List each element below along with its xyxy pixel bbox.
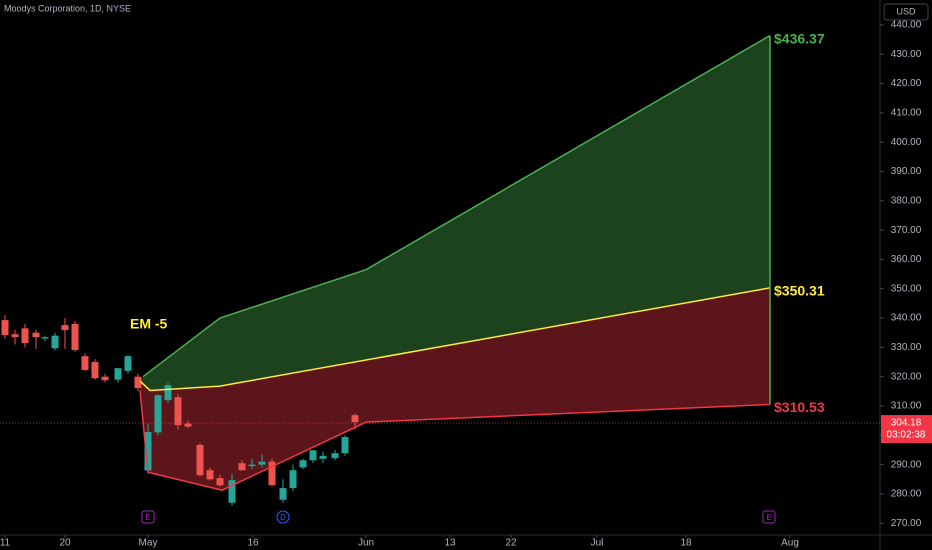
candle-body (341, 437, 349, 454)
y-tick-label: 380.00 (891, 195, 922, 206)
y-tick-label: 290.00 (891, 459, 922, 470)
candle-body (184, 423, 192, 427)
chart-title: Moodys Corporation, 1D, NYSE (4, 3, 131, 13)
y-tick-label: 420.00 (891, 78, 922, 89)
candle-body (248, 464, 256, 467)
y-tick-label: 400.00 (891, 137, 922, 148)
x-tick-label: 20 (59, 538, 71, 549)
y-tick-label: 390.00 (891, 166, 922, 177)
last-price-box (881, 415, 932, 444)
lower-line (139, 390, 771, 491)
candle-body (289, 470, 297, 489)
y-tick-label: 340.00 (891, 313, 922, 324)
candle-body (238, 463, 246, 471)
candle-body (124, 356, 132, 371)
y-tick-label: 370.00 (891, 225, 922, 236)
candle-body (309, 450, 317, 461)
candle-body (228, 480, 236, 503)
x-tick-label: 16 (247, 538, 259, 549)
candle-body (61, 325, 69, 331)
event-marker (276, 510, 290, 524)
middle-line (139, 287, 771, 392)
candle-body (258, 461, 266, 465)
y-tick-label: 280.00 (891, 489, 922, 500)
event-marker (762, 510, 776, 524)
candle-body (51, 335, 59, 349)
x-tick-label: 22 (505, 538, 517, 549)
candle-body (206, 470, 214, 480)
upper-band-fill (140, 35, 770, 391)
candle-body (154, 395, 162, 433)
candle-body (299, 460, 307, 468)
candle-body (319, 455, 327, 459)
event-label: D (280, 513, 286, 522)
candle-body (91, 362, 99, 379)
candle-body (71, 323, 79, 351)
currency-box[interactable] (883, 3, 929, 21)
y-tick-label: 410.00 (891, 108, 922, 119)
x-tick-label: Aug (781, 538, 799, 549)
middle-label: $350.31 (774, 283, 825, 299)
candle-body (268, 461, 276, 486)
candle-body (144, 432, 152, 471)
upper-label: $436.37 (774, 30, 825, 46)
candle-body (21, 328, 29, 343)
y-tick-label: 330.00 (891, 342, 922, 353)
candle-body (164, 385, 172, 401)
candle-body (32, 332, 40, 338)
countdown: 03:02:38 (887, 430, 926, 441)
y-tick-label: 310.00 (891, 401, 922, 412)
y-tick-label: 320.00 (891, 371, 922, 382)
y-tick-label: 350.00 (891, 283, 922, 294)
x-tick-label: 18 (680, 538, 692, 549)
x-tick-label: 11 (0, 538, 11, 549)
candle-body (216, 478, 224, 486)
annotation: EM -5 (130, 316, 168, 332)
candle-body (41, 337, 49, 339)
candle-body (351, 415, 359, 423)
currency: USD (896, 6, 916, 16)
x-tick-label: May (139, 538, 158, 549)
candle-body (174, 397, 182, 426)
candle-body (81, 356, 89, 370)
y-tick-label: 270.00 (891, 518, 922, 529)
candle-body (11, 334, 19, 338)
candle-body (1, 320, 9, 336)
event-label: E (766, 513, 771, 522)
candle-body (114, 368, 122, 380)
event-marker (141, 510, 155, 524)
event-label: E (145, 513, 150, 522)
candle-body (279, 488, 287, 500)
candle-body (101, 376, 109, 381)
x-tick-label: 13 (444, 538, 456, 549)
y-tick-label: 430.00 (891, 49, 922, 60)
candle-body (196, 445, 204, 476)
upper-line (142, 34, 771, 378)
lower-label: $310.53 (774, 399, 825, 415)
last-price-label: 304.18 (891, 418, 922, 429)
y-tick-label: 440.00 (891, 20, 922, 31)
candle-body (134, 376, 142, 389)
x-tick-label: Jul (591, 538, 604, 549)
candle-body (331, 453, 339, 459)
x-tick-label: Jun (358, 538, 374, 549)
lower-band-fill (140, 287, 770, 491)
y-tick-label: 360.00 (891, 254, 922, 265)
